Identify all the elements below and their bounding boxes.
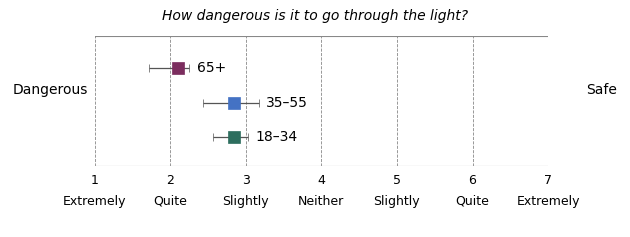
- Text: Slightly: Slightly: [374, 195, 420, 208]
- Text: 1: 1: [91, 174, 98, 187]
- Text: 5: 5: [393, 174, 401, 187]
- Text: 4: 4: [318, 174, 325, 187]
- Text: 35–55: 35–55: [266, 96, 308, 110]
- Text: Extremely: Extremely: [63, 195, 126, 208]
- Text: Dangerous: Dangerous: [13, 83, 88, 97]
- Text: 2: 2: [166, 174, 174, 187]
- Text: Safe: Safe: [587, 83, 617, 97]
- Text: 18–34: 18–34: [256, 130, 297, 144]
- Text: Quite: Quite: [153, 195, 187, 208]
- Text: 3: 3: [242, 174, 249, 187]
- Text: 65+: 65+: [197, 61, 226, 75]
- Text: How dangerous is it to go through the light?: How dangerous is it to go through the li…: [162, 9, 468, 23]
- Text: 6: 6: [469, 174, 476, 187]
- Text: Quite: Quite: [455, 195, 490, 208]
- Text: Slightly: Slightly: [222, 195, 269, 208]
- Text: Neither: Neither: [298, 195, 345, 208]
- Text: Extremely: Extremely: [517, 195, 580, 208]
- Text: 7: 7: [544, 174, 552, 187]
